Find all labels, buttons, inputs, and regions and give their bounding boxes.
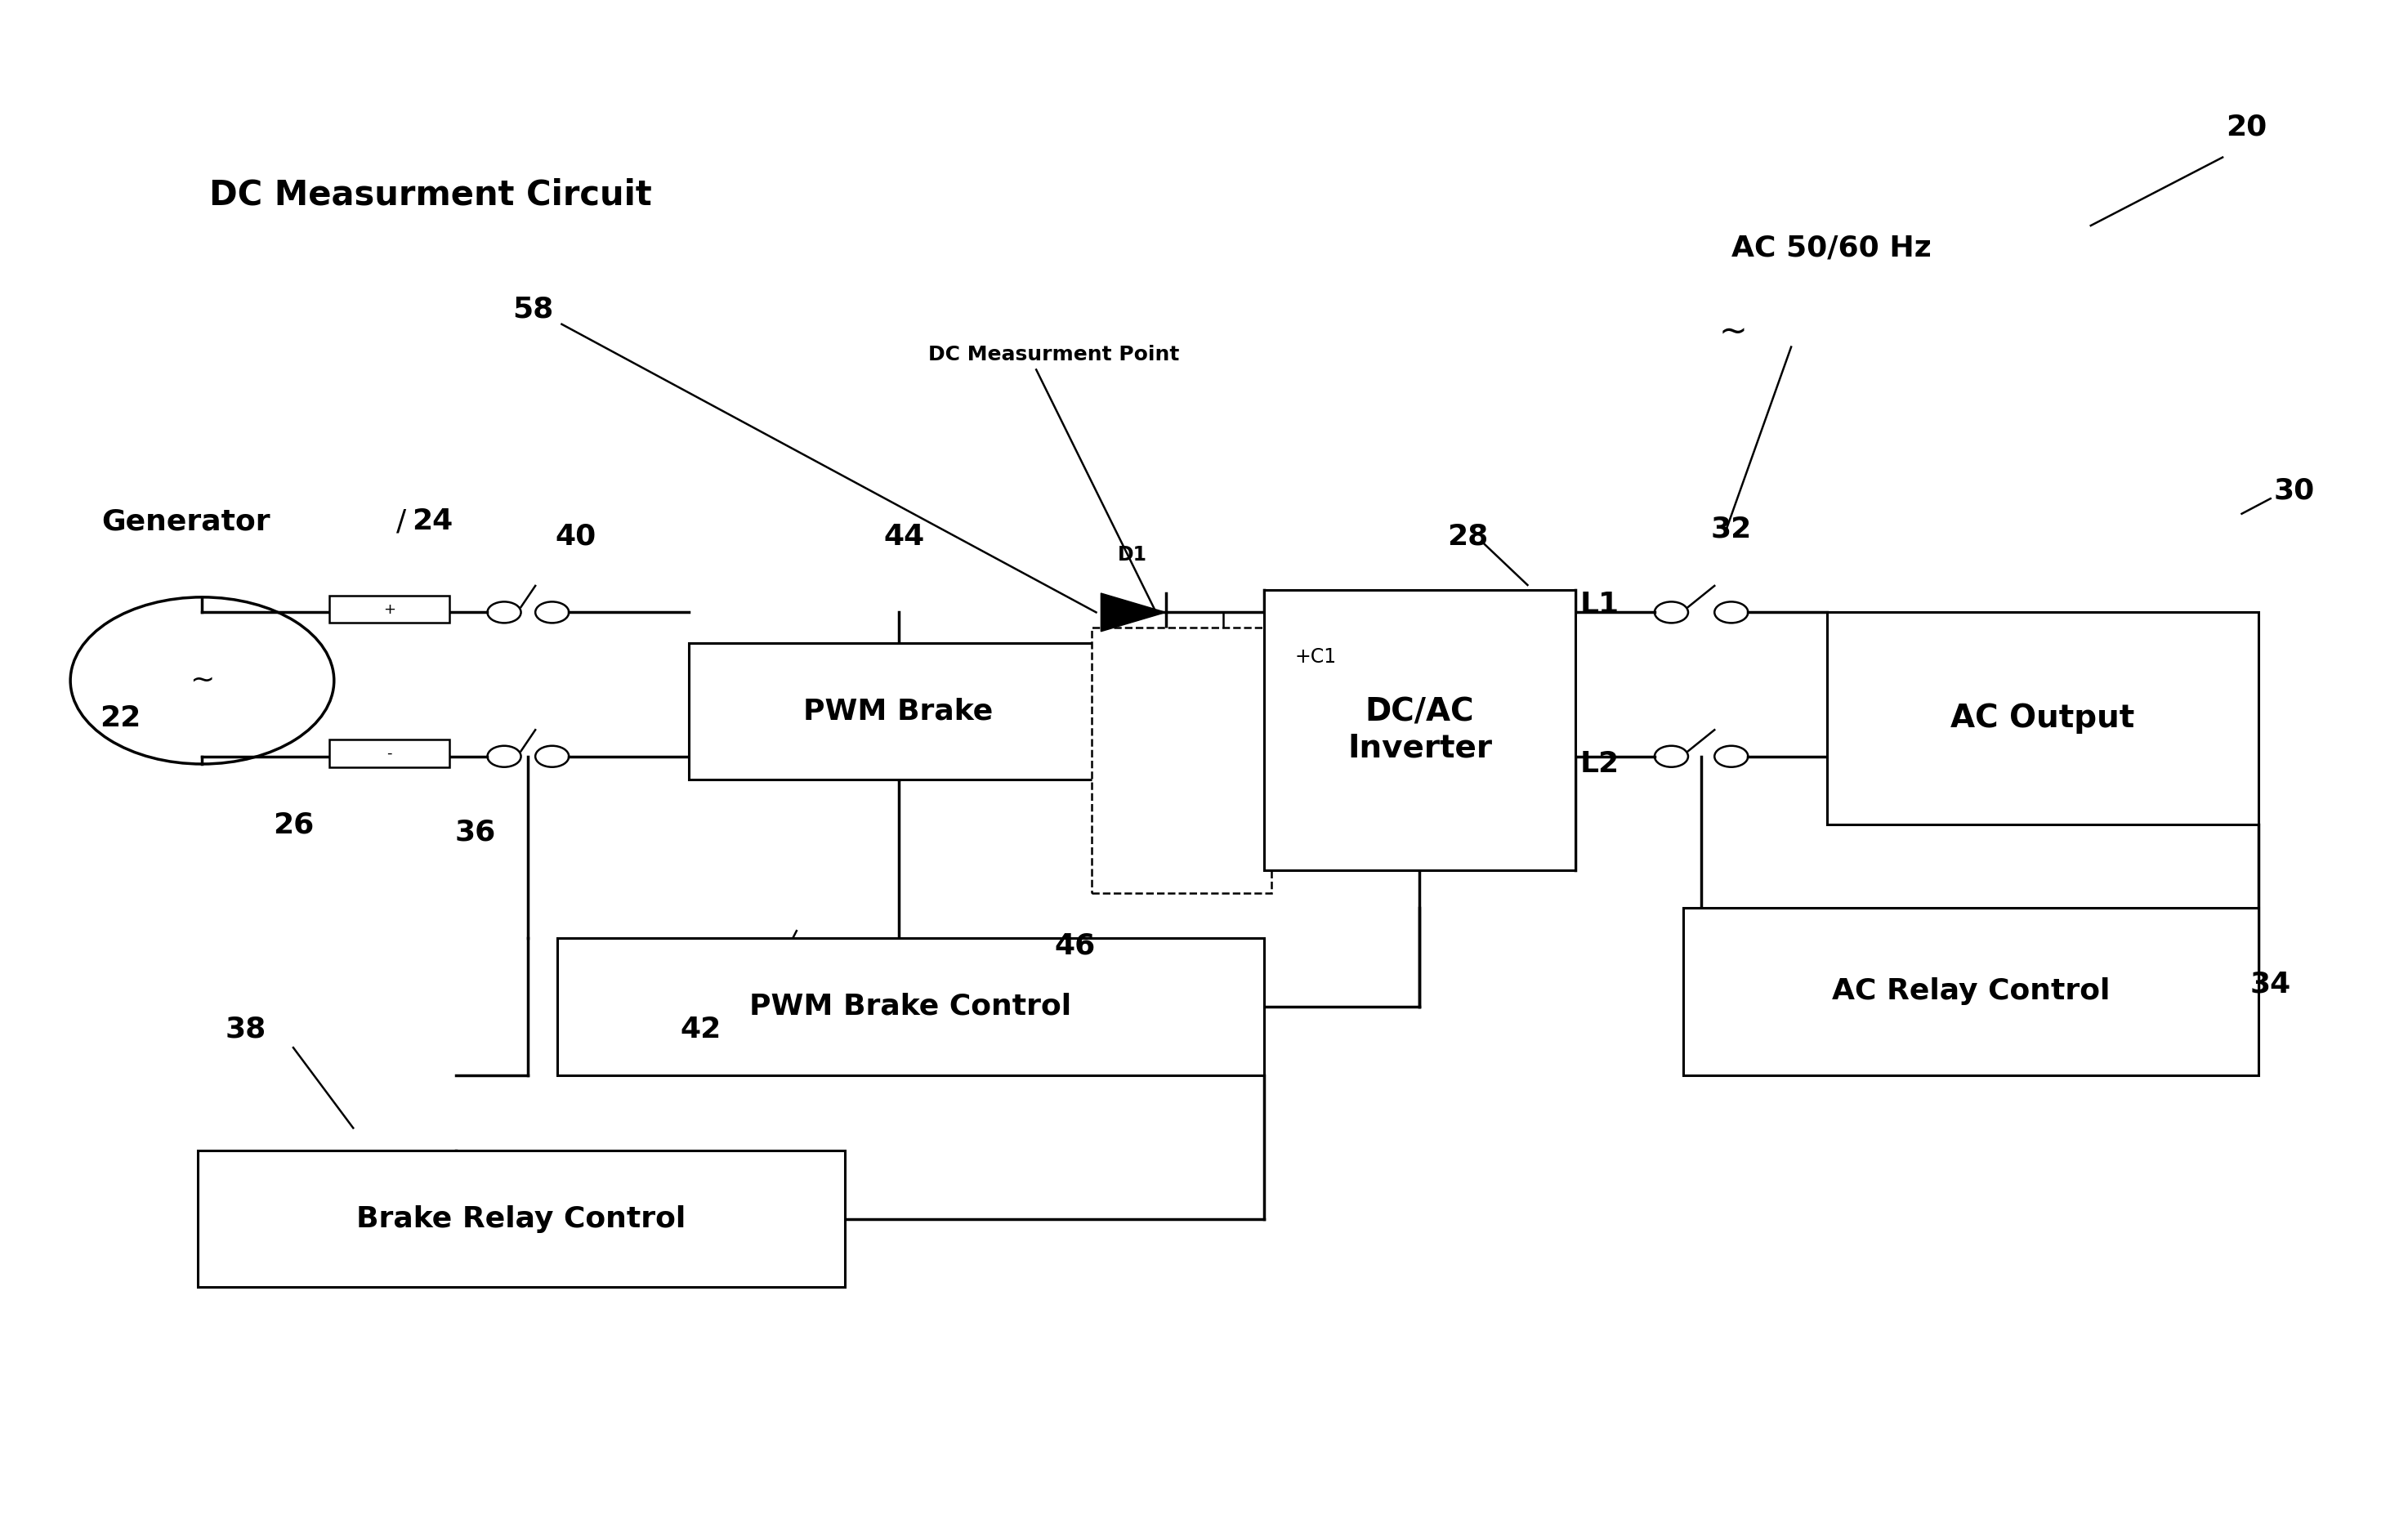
Text: 46: 46 [1055, 932, 1096, 960]
Text: 38: 38 [224, 1016, 265, 1044]
Text: ~: ~ [190, 666, 214, 694]
Text: DC Measurment Circuit: DC Measurment Circuit [209, 179, 653, 212]
Text: +C1: +C1 [1296, 648, 1336, 666]
Text: 42: 42 [679, 1016, 722, 1044]
Text: 26: 26 [272, 811, 313, 839]
Text: 24: 24 [412, 507, 453, 535]
Text: Generator: Generator [101, 507, 270, 535]
Bar [1683, 908, 2259, 1074]
Text: Brake Relay Control: Brake Relay Control [356, 1206, 686, 1233]
Polygon shape [1100, 593, 1165, 631]
Text: 28: 28 [1447, 523, 1488, 550]
Text: DC/AC
Inverter: DC/AC Inverter [1348, 697, 1493, 764]
Text: PWM Brake: PWM Brake [804, 697, 995, 724]
Text: 36: 36 [455, 819, 496, 847]
Text: +: + [383, 602, 395, 617]
Text: L1: L1 [1580, 591, 1618, 619]
Text: ~: ~ [1719, 315, 1748, 348]
Text: PWM Brake Control: PWM Brake Control [749, 993, 1072, 1021]
Text: L2: L2 [1580, 750, 1618, 778]
Bar [689, 643, 1108, 779]
Text: 34: 34 [2249, 970, 2290, 998]
Text: 30: 30 [2273, 477, 2314, 504]
Text: /: / [397, 507, 407, 535]
Bar [330, 740, 448, 767]
Text: 58: 58 [513, 295, 554, 322]
Text: DC Measurment Point: DC Measurment Point [929, 345, 1180, 364]
Text: AC 50/60 Hz: AC 50/60 Hz [1731, 234, 1931, 263]
Text: 20: 20 [2225, 113, 2266, 141]
Text: 44: 44 [884, 523, 925, 550]
Bar [1264, 590, 1575, 869]
Bar [556, 938, 1264, 1074]
Text: -: - [385, 746, 393, 761]
Bar [1828, 613, 2259, 825]
Text: D1: D1 [1117, 545, 1146, 564]
Text: 22: 22 [101, 704, 142, 732]
Bar [330, 596, 448, 623]
Text: 32: 32 [1710, 515, 1751, 542]
Text: AC Relay Control: AC Relay Control [1832, 978, 2109, 1005]
Bar [197, 1151, 845, 1287]
Text: AC Output: AC Output [1950, 703, 2136, 733]
Bar [1091, 628, 1271, 892]
Text: 40: 40 [556, 523, 597, 550]
